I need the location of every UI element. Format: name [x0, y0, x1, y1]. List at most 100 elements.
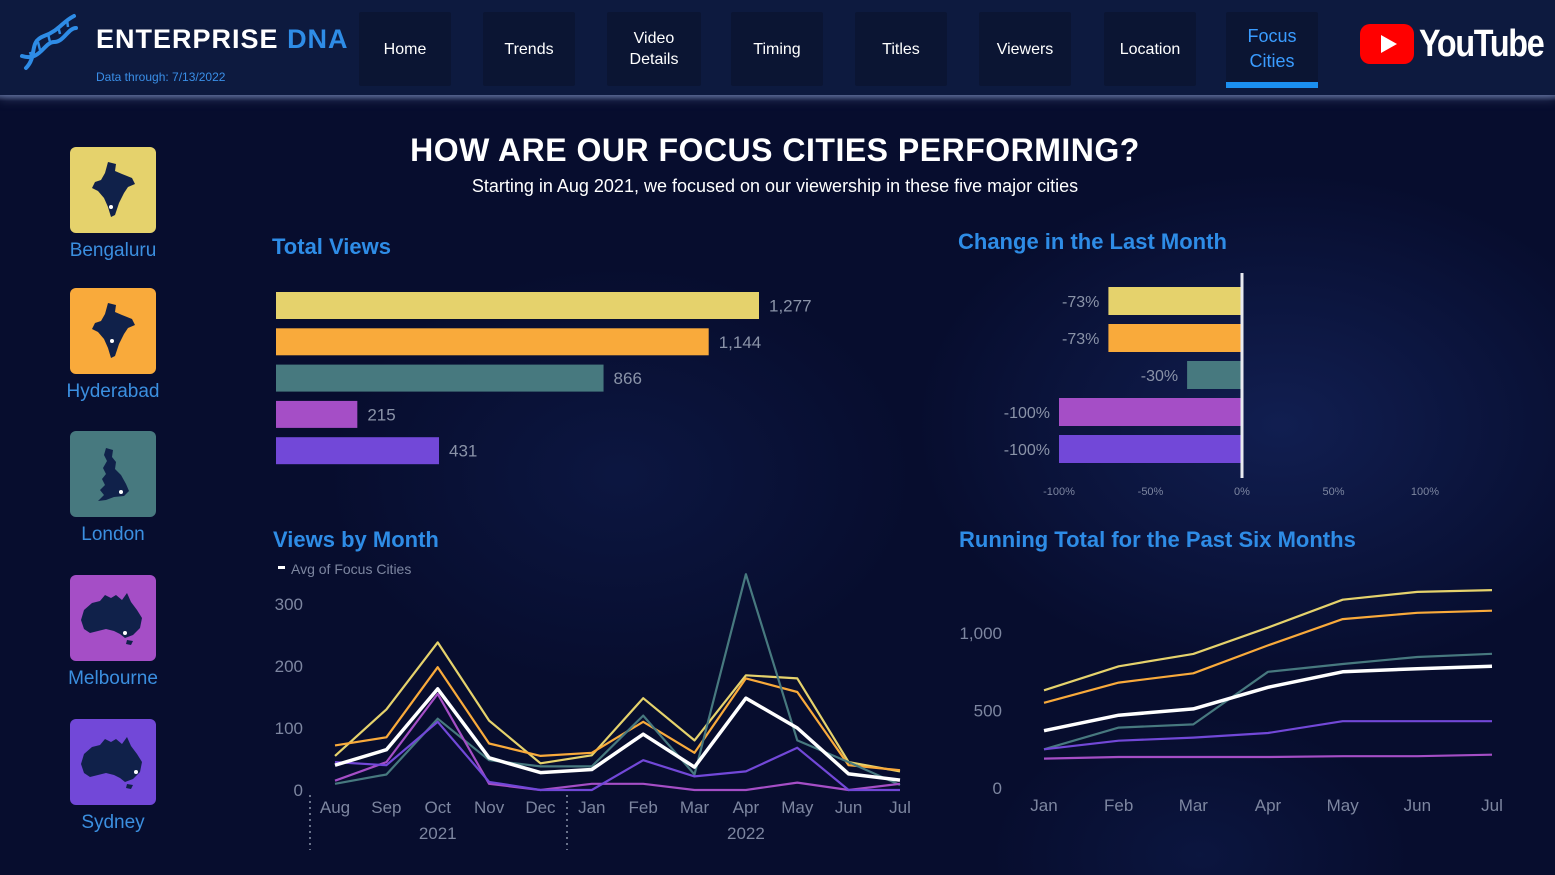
total-views-bar-london [276, 364, 604, 392]
running-total-line-melbourne [1043, 753, 1493, 760]
change-bar-bengaluru [1108, 287, 1242, 315]
change-x-tick: 50% [1322, 486, 1344, 498]
total-views-label-sydney: 431 [449, 442, 477, 461]
city-hyderabad[interactable]: Hyderabad [58, 288, 168, 403]
change-label-hyderabad: -73% [1062, 331, 1099, 348]
change-bar-melbourne [1059, 398, 1242, 426]
uk-map-icon [98, 448, 129, 501]
nav-timing[interactable]: Timing [731, 12, 823, 86]
change-x-tick: 100% [1411, 486, 1439, 498]
running-total-x-tick: Jul [1481, 796, 1503, 815]
running-total-y-tick: 1,000 [959, 624, 1002, 643]
page-subtitle: Starting in Aug 2021, we focused on our … [471, 176, 1079, 196]
total-views-chart: 1,277 1,144 866 215 431 [276, 292, 812, 465]
youtube-wordmark: YouTube [1419, 22, 1545, 65]
dna-logo-icon [20, 14, 78, 70]
city-name-sydney: Sydney [81, 812, 145, 833]
total-views-bar-hyderabad [276, 328, 709, 356]
city-bengaluru[interactable]: Bengaluru [58, 147, 168, 262]
running-total-x-tick: Mar [1179, 796, 1209, 815]
change-x-tick: 0% [1234, 486, 1250, 498]
change-last-month-chart: -73% -73% -30% -100% -100% -100% -50% 0% 50% 100% [1004, 273, 1439, 498]
views-by-month-x-tick: Jun [835, 798, 862, 817]
brand-accent-text: DNA [287, 24, 349, 54]
running-total-y-tick: 0 [993, 779, 1002, 798]
views-by-month-line-hyderabad [334, 666, 901, 772]
change-last-month-title: Change in the Last Month [958, 229, 1227, 254]
change-x-tick: -50% [1138, 486, 1164, 498]
city-melbourne[interactable]: Melbourne [58, 575, 168, 690]
running-total-chart: 0 500 1,000 Jan Feb Mar Apr May Jun Jul [959, 589, 1503, 815]
views-by-month-x-tick: May [781, 798, 814, 817]
views-by-month-line-avg-of-focus-cities [334, 687, 901, 782]
running-total-line-hyderabad [1043, 609, 1493, 704]
views-by-month-x-tick: Sep [371, 798, 401, 817]
brand-main-text: ENTERPRISE [96, 24, 279, 54]
nav-video-details[interactable]: Video Details [607, 12, 701, 86]
city-name-bengaluru: Bengaluru [69, 240, 157, 261]
views-by-month-x-tick: Feb [629, 798, 658, 817]
australia-map-icon [81, 593, 142, 645]
views-by-month-chart: 0 100 200 300 Avg of Focus Cities Aug Sep Oct No… [275, 561, 911, 850]
views-by-month-y-tick: 0 [294, 781, 303, 800]
views-by-month-y-tick: 200 [275, 657, 303, 676]
nav-home[interactable]: Home [359, 12, 451, 86]
top-navigation-bar: ENTERPRISE DNA Data through: 7/13/2022 H… [0, 0, 1555, 101]
nav-trends[interactable]: Trends [483, 12, 575, 86]
change-label-london: -30% [1141, 368, 1178, 385]
views-by-month-line-melbourne [334, 692, 901, 792]
running-total-x-tick: Apr [1255, 796, 1282, 815]
total-views-label-london: 866 [614, 369, 642, 388]
running-total-x-tick: Jan [1030, 796, 1057, 815]
views-by-month-y-tick: 100 [275, 719, 303, 738]
page-title: HOW ARE OUR FOCUS CITIES PERFORMING? [410, 132, 1140, 168]
nav-viewers[interactable]: Viewers [979, 12, 1071, 86]
views-by-month-x-tick: Dec [525, 798, 556, 817]
total-views-bar-melbourne [276, 400, 358, 428]
views-by-month-x-tick: Jul [889, 798, 911, 817]
views-by-month-line-sydney [334, 720, 900, 792]
change-bar-london [1187, 361, 1242, 389]
india-map-icon [92, 303, 135, 358]
total-views-label-bengaluru: 1,277 [769, 297, 812, 316]
running-total-x-tick: Feb [1104, 796, 1133, 815]
city-tile-bengaluru[interactable] [70, 147, 156, 233]
city-tile-london[interactable] [70, 431, 156, 517]
australia-map-icon [81, 737, 142, 789]
change-x-tick: -100% [1043, 486, 1075, 498]
running-total-line-avg-of-focus-cities [1043, 664, 1493, 733]
city-tile-sydney[interactable] [70, 719, 156, 805]
running-total-line-london [1043, 652, 1493, 751]
views-by-month-y-tick: 300 [275, 595, 303, 614]
nav-location[interactable]: Location [1104, 12, 1196, 86]
views-by-month-year-label: 2021 [419, 824, 457, 843]
city-sydney[interactable]: Sydney [58, 719, 168, 834]
running-total-x-tick: May [1327, 796, 1360, 815]
views-by-month-year-label: 2022 [727, 824, 765, 843]
city-tile-hyderabad[interactable] [70, 288, 156, 374]
india-map-icon [92, 162, 135, 217]
data-through-date: Data through: 7/13/2022 [96, 70, 226, 84]
views-by-month-legend-label: Avg of Focus Cities [291, 561, 411, 577]
running-total-x-tick: Jun [1404, 796, 1431, 815]
views-by-month-x-tick: Nov [474, 798, 505, 817]
running-total-line-bengaluru [1043, 589, 1493, 692]
nav-focus-cities[interactable]: Focus Cities [1226, 12, 1318, 88]
total-views-label-melbourne: 215 [367, 405, 395, 424]
change-label-bengaluru: -73% [1062, 294, 1099, 311]
views-by-month-x-tick: Mar [680, 798, 710, 817]
views-by-month-title: Views by Month [273, 527, 439, 552]
nav-titles[interactable]: Titles [855, 12, 947, 86]
total-views-label-hyderabad: 1,144 [719, 333, 762, 352]
youtube-play-icon [1360, 24, 1414, 64]
change-bar-sydney [1059, 435, 1242, 463]
views-by-month-x-tick: Oct [425, 798, 452, 817]
total-views-title: Total Views [272, 234, 392, 259]
views-by-month-x-tick: Jan [578, 798, 605, 817]
change-bar-hyderabad [1108, 324, 1242, 352]
city-tile-melbourne[interactable] [70, 575, 156, 661]
city-london[interactable]: London [58, 431, 168, 546]
running-total-line-sydney [1043, 720, 1492, 751]
brand-name: ENTERPRISE DNA [96, 24, 349, 55]
city-name-london: London [81, 524, 145, 545]
